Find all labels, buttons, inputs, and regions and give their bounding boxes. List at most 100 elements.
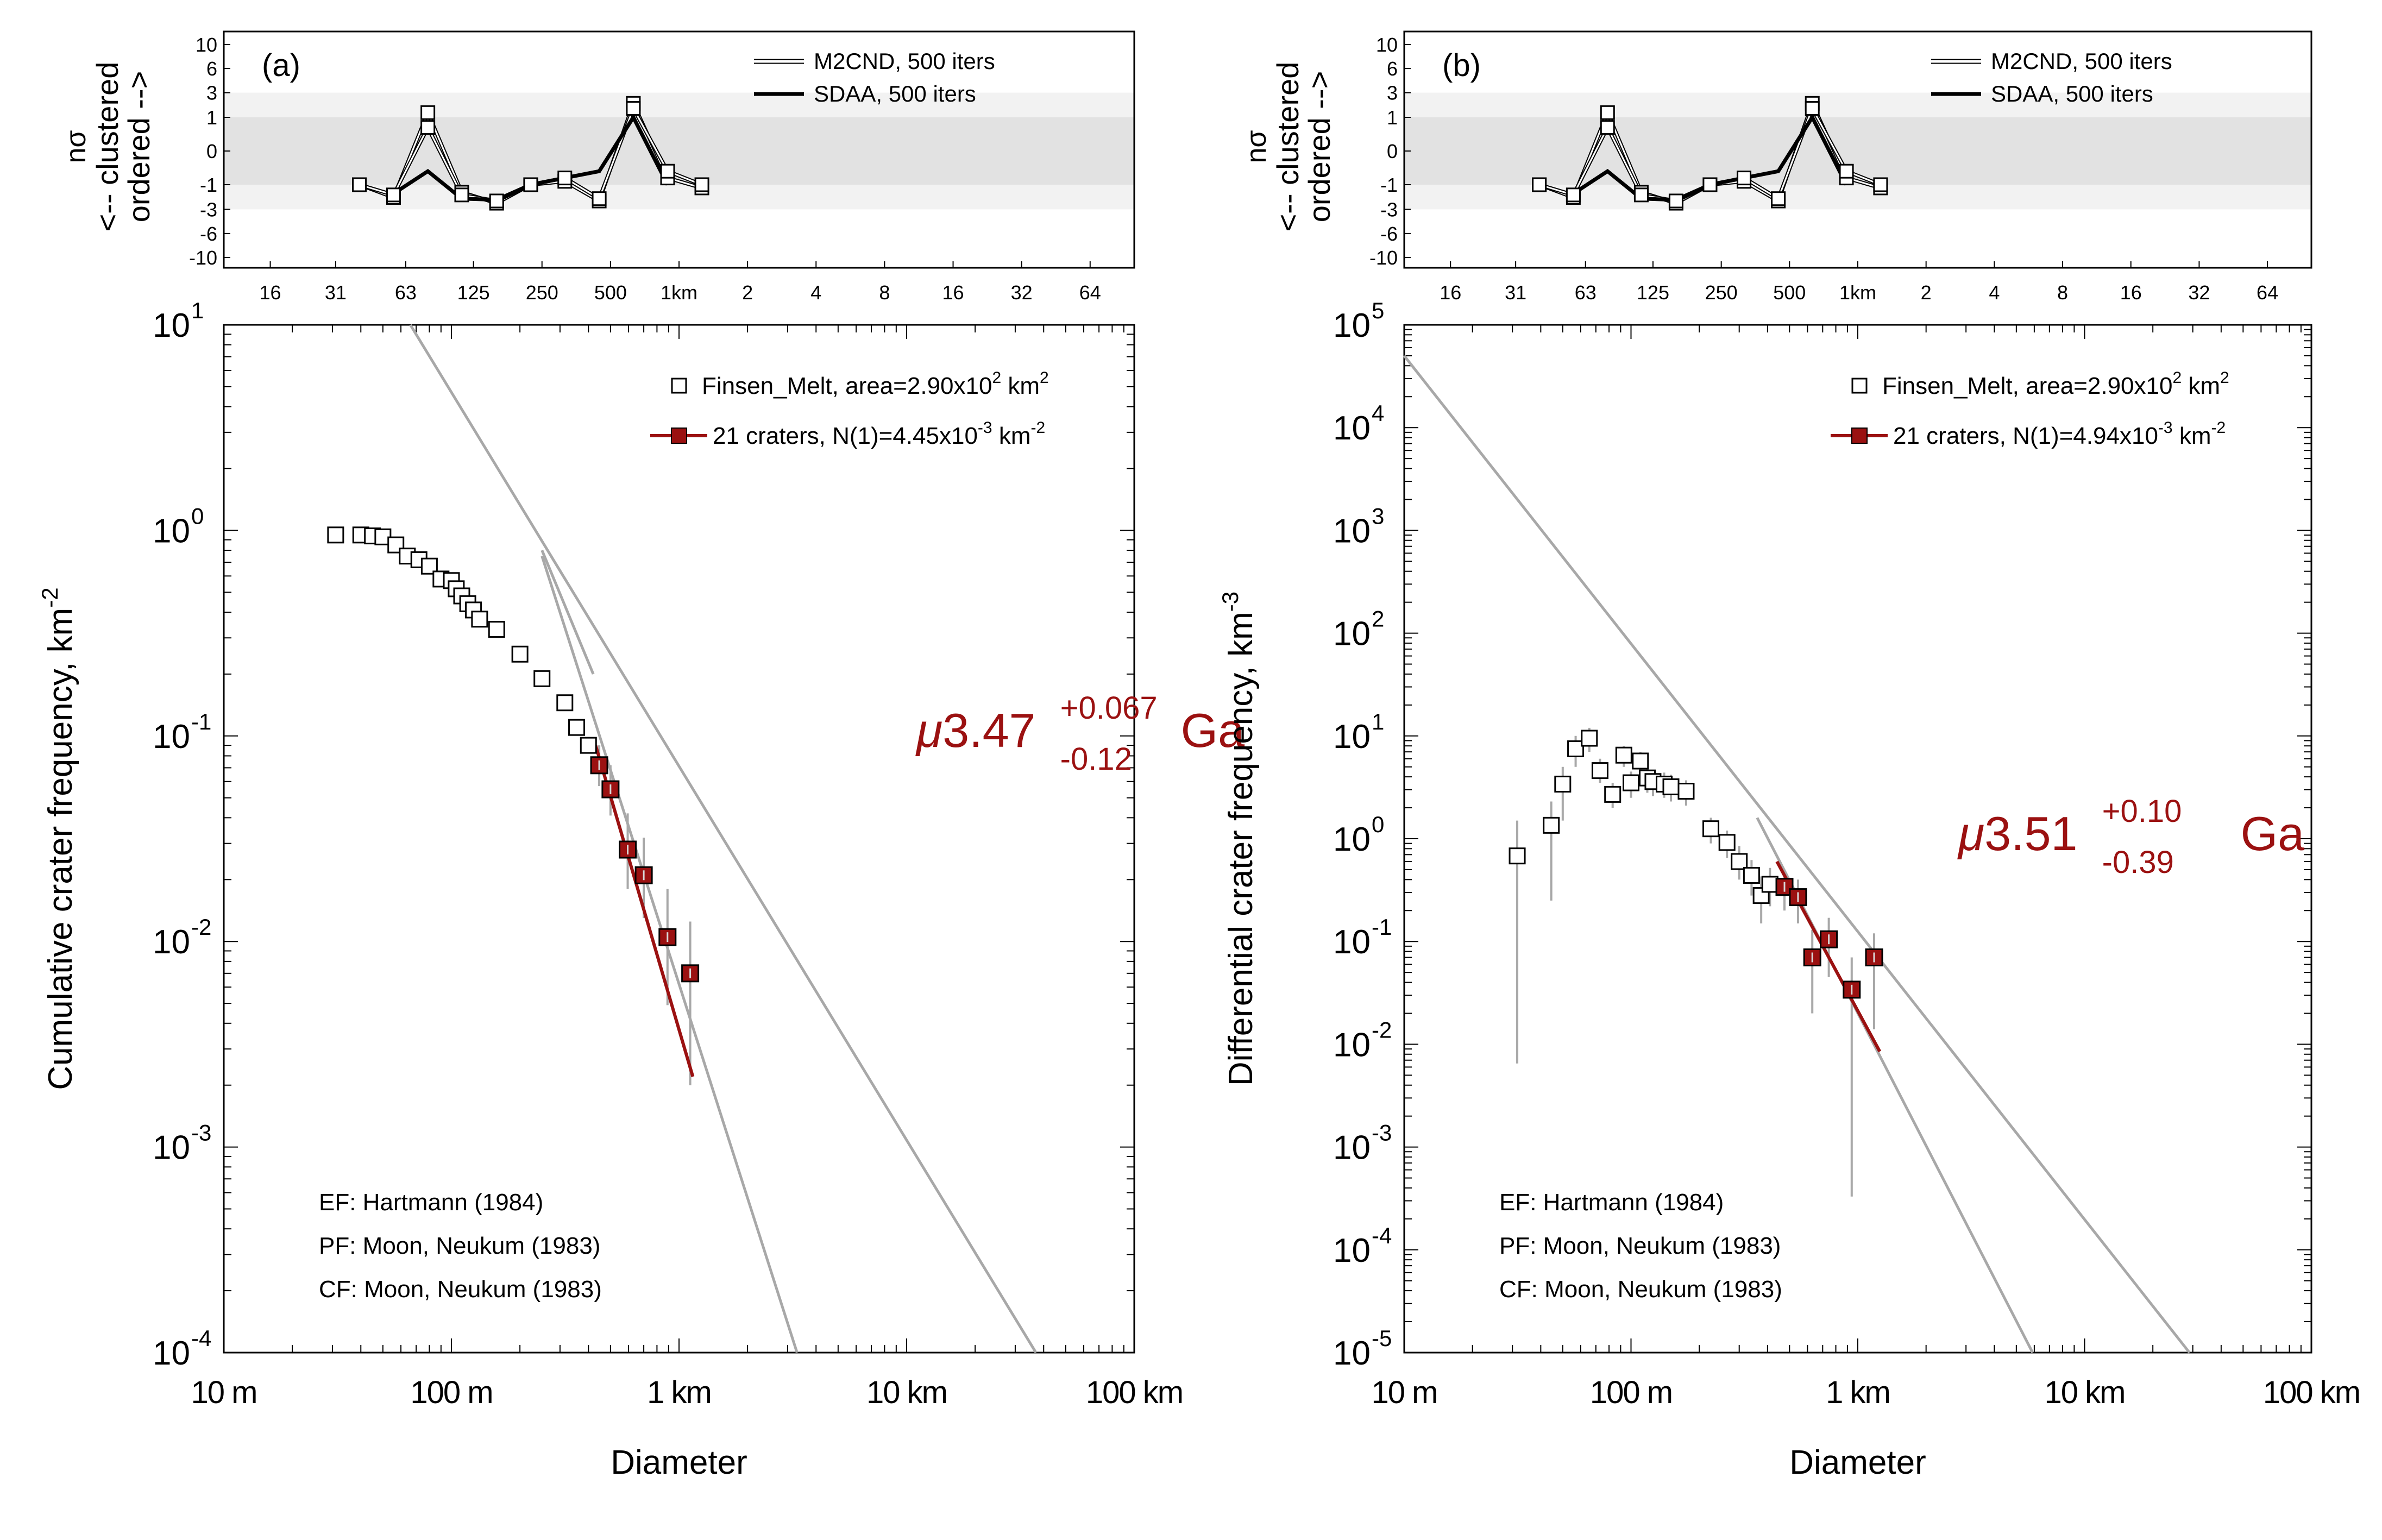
- x-tick-label: 64: [1079, 281, 1101, 304]
- y-tick-base: 10: [153, 923, 190, 961]
- y-tick-base: 10: [153, 1129, 190, 1167]
- y-tick-base: 10: [1333, 410, 1371, 447]
- x-tick-label: 4: [1989, 281, 2000, 304]
- y-axis-label-ordered: ordered -->: [1302, 71, 1336, 223]
- age-mu: μ: [1957, 807, 1984, 860]
- x-tick-label: 100 km: [1086, 1375, 1183, 1410]
- crater-data-point: [1567, 740, 1585, 757]
- legend-label-craters: 21 craters, N(1)=4.45x10-3 km-2: [713, 419, 1045, 449]
- y-tick-base: 10: [1333, 718, 1371, 756]
- series-m2cnd-point: [1668, 193, 1683, 209]
- series-m2cnd-point: [1600, 120, 1615, 135]
- y-tick-base: 10: [153, 512, 190, 550]
- y-tick-label: 10: [1333, 307, 1371, 344]
- y-tick-label: 6: [1387, 58, 1398, 80]
- y-tick-exponent: 0: [1372, 812, 1384, 837]
- x-tick-label: 250: [526, 281, 558, 304]
- y-tick-exponent: -4: [191, 1325, 211, 1351]
- x-tick-label: 100 m: [1590, 1375, 1672, 1410]
- x-tick-label: 500: [1773, 281, 1806, 304]
- age-value: 3.51: [1984, 807, 2077, 860]
- legend-area-exponent: 2: [2172, 369, 2182, 387]
- series-m2cnd-point: [1633, 187, 1649, 203]
- x-tick-label: 8: [879, 281, 890, 304]
- x-tick-label: 2: [1921, 281, 1932, 304]
- x-tick-label: 1 km: [1826, 1375, 1890, 1410]
- y-tick-label: 10: [1333, 821, 1371, 858]
- y-axis-label-ordered: ordered -->: [122, 71, 156, 223]
- x-tick-label: 10 m: [1372, 1375, 1437, 1410]
- y-tick-label: 3: [206, 82, 217, 104]
- y-tick-label: 10: [1333, 1335, 1371, 1372]
- y-axis-title: Differential crater frequency, km-3: [1217, 592, 1260, 1086]
- y-tick-label: -10: [189, 247, 217, 269]
- legend-swatch-fit-point: [1851, 428, 1868, 444]
- age-value: 3.47: [942, 703, 1035, 757]
- series-m2cnd-point: [1771, 191, 1786, 206]
- crater-data-point: [1662, 778, 1680, 795]
- series-m2cnd-point: [694, 177, 709, 192]
- x-tick-label: 4: [810, 281, 821, 304]
- y-axis-label-n-sigma-text: nσ: [1241, 130, 1272, 163]
- x-tick-label: 250: [1705, 281, 1738, 304]
- crater-data-point: [1615, 746, 1632, 764]
- y-axis-title-text: Differential crater frequency, km: [1222, 612, 1260, 1086]
- y-axis-label-n-sigma: nσ: [60, 130, 92, 163]
- x-tick-label: 64: [2257, 281, 2278, 304]
- y-tick-label: 10: [1333, 1026, 1371, 1064]
- x-axis-title: Diameter: [611, 1444, 747, 1481]
- y-tick-label: 10: [1333, 512, 1371, 550]
- y-tick-label: 10: [153, 307, 190, 344]
- y-tick-label: 10: [153, 923, 190, 961]
- x-tick-label: 1 km: [647, 1375, 711, 1410]
- series-m2cnd-point: [660, 164, 675, 179]
- x-tick-label: 10 m: [191, 1375, 257, 1410]
- crater-data-point: [1554, 775, 1572, 793]
- crater-data-point: [568, 719, 586, 736]
- y-tick-exponent: 4: [1372, 400, 1384, 426]
- crater-data-point: [1761, 876, 1778, 893]
- crater-data-point: [1718, 834, 1736, 851]
- y-tick-label: 6: [206, 58, 217, 80]
- chronology-note: EF: Hartmann (1984): [1499, 1189, 1724, 1216]
- production-function-line: [540, 550, 595, 675]
- crater-data-point: [580, 737, 597, 754]
- crater-data-point: [1677, 783, 1695, 800]
- crater-data-point: [1509, 847, 1526, 865]
- series-m2cnd-point: [489, 193, 504, 209]
- y-axis-title-exponent: -3: [1217, 592, 1243, 612]
- legend-area-unit-exponent: 2: [2220, 369, 2229, 387]
- series-m2cnd-point: [626, 101, 641, 116]
- y-axis-label-clustered: <-- clustered: [90, 62, 124, 232]
- legend-craters-unit: km: [2173, 423, 2211, 449]
- crater-data-point: [1623, 774, 1639, 791]
- y-tick-label: 10: [1376, 34, 1398, 56]
- x-tick-label: 32: [2188, 281, 2210, 304]
- y-axis-label-n-sigma: nσ: [1241, 130, 1272, 163]
- legend-area-text: Finsen_Melt, area=2.90x10: [1882, 373, 2172, 399]
- y-tick-label: 10: [153, 1335, 190, 1372]
- series-m2cnd-point: [1532, 177, 1547, 192]
- y-tick-exponent: -2: [1372, 1017, 1392, 1042]
- crater-data-point: [511, 645, 529, 663]
- legend-label-finsen-melt: Finsen_Melt, area=2.90x102 km2: [702, 369, 1049, 399]
- y-tick-label: -1: [1380, 174, 1398, 196]
- legend-craters-unit: km: [992, 423, 1031, 449]
- y-tick-exponent: -2: [191, 914, 211, 940]
- crater-data-point: [1604, 785, 1621, 803]
- y-tick-label: 10: [1333, 1129, 1371, 1167]
- y-tick-exponent: 1: [1372, 709, 1384, 734]
- y-tick-base: 10: [153, 307, 190, 344]
- production-function-line: [540, 555, 799, 1353]
- y-tick-exponent: 2: [1372, 606, 1384, 632]
- isochron-fit-line: [594, 745, 695, 1077]
- x-tick-label: 63: [395, 281, 417, 304]
- crater-data-point: [1581, 730, 1598, 747]
- crater-data-point: [533, 670, 551, 687]
- y-tick-base: 10: [153, 718, 190, 756]
- x-tick-label: 31: [325, 281, 347, 304]
- y-tick-label: 10: [1333, 923, 1371, 961]
- age-minus: -0.39: [2102, 845, 2174, 880]
